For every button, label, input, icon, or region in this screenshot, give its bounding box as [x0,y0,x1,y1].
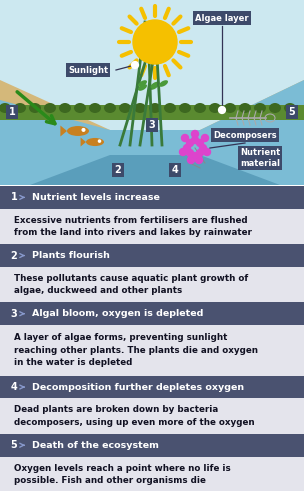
Ellipse shape [149,103,161,113]
Ellipse shape [67,126,89,136]
Circle shape [202,135,209,141]
Ellipse shape [74,103,86,113]
Bar [0,244,304,267]
Polygon shape [0,80,110,185]
Text: A layer of algae forms, preventing sunlight
reaching other plants. The plants di: A layer of algae forms, preventing sunli… [14,333,258,367]
Bar [0,209,304,244]
Polygon shape [81,137,86,146]
Text: 2: 2 [11,250,17,261]
Text: Nutrient levels increase: Nutrient levels increase [32,193,160,202]
Bar [0,376,304,398]
Ellipse shape [239,103,251,113]
Text: Decomposers: Decomposers [213,131,277,139]
Ellipse shape [159,80,168,87]
Text: 4: 4 [172,165,178,175]
Ellipse shape [59,103,71,113]
Text: Nutrient
material: Nutrient material [240,148,280,168]
Ellipse shape [119,103,131,113]
Ellipse shape [14,103,26,113]
Bar [0,457,304,491]
Ellipse shape [164,103,176,113]
Polygon shape [60,126,67,136]
Text: 3: 3 [149,120,155,130]
Bar [0,302,304,325]
Circle shape [192,131,199,137]
Text: Decomposition further depletes oxygen: Decomposition further depletes oxygen [32,382,244,391]
Text: Death of the ecosystem: Death of the ecosystem [32,441,159,450]
Text: 3: 3 [11,309,17,319]
Circle shape [179,148,186,156]
Circle shape [133,20,177,64]
Text: Excessive nutrients from fertilisers are flushed
from the land into rivers and l: Excessive nutrients from fertilisers are… [14,216,252,237]
Bar [0,325,304,376]
Text: 5: 5 [288,107,295,117]
Ellipse shape [150,82,160,88]
Ellipse shape [284,103,296,113]
Text: Sunlight: Sunlight [68,65,108,75]
Ellipse shape [0,103,11,113]
Bar [0,105,304,120]
Ellipse shape [44,103,56,113]
Ellipse shape [194,103,206,113]
Ellipse shape [86,138,104,146]
Text: Algal bloom, oxygen is depleted: Algal bloom, oxygen is depleted [32,309,203,318]
Circle shape [132,61,139,69]
Circle shape [196,149,203,157]
Bar [0,434,304,457]
Ellipse shape [269,103,281,113]
Circle shape [196,139,203,146]
Ellipse shape [104,103,116,113]
Ellipse shape [254,103,266,113]
Bar [0,267,304,302]
Circle shape [184,144,191,152]
Circle shape [219,107,226,113]
Ellipse shape [138,84,147,91]
Circle shape [199,144,206,152]
Text: Plants flourish: Plants flourish [32,251,110,260]
Ellipse shape [89,103,101,113]
Polygon shape [200,80,304,185]
Circle shape [203,148,210,156]
Circle shape [195,157,202,164]
Text: Algae layer: Algae layer [195,13,249,23]
Circle shape [186,149,194,157]
Polygon shape [0,80,304,185]
Text: 5: 5 [11,440,17,450]
Ellipse shape [138,80,147,87]
Circle shape [186,139,194,146]
Text: 1: 1 [9,107,16,117]
Text: 4: 4 [11,382,17,392]
Ellipse shape [209,103,221,113]
Ellipse shape [150,83,158,90]
Ellipse shape [179,103,191,113]
Text: 1: 1 [11,192,17,202]
Ellipse shape [29,103,41,113]
Circle shape [82,129,85,131]
Circle shape [192,136,199,143]
Polygon shape [30,155,280,185]
Ellipse shape [134,103,146,113]
Circle shape [98,140,101,142]
Text: Oxygen levels reach a point where no life is
possible. Fish and other organisms : Oxygen levels reach a point where no lif… [14,464,231,485]
Bar [0,186,304,209]
Text: Dead plants are broken down by bacteria
decomposers, using up even more of the o: Dead plants are broken down by bacteria … [14,406,255,427]
Bar [0,0,304,185]
Circle shape [181,135,188,141]
Ellipse shape [224,103,236,113]
Circle shape [188,157,195,164]
Bar [0,398,304,434]
Text: These pollutants cause aquatic plant growth of
algae, duckweed and other plants: These pollutants cause aquatic plant gro… [14,274,248,296]
Circle shape [192,153,199,160]
Text: 2: 2 [115,165,121,175]
